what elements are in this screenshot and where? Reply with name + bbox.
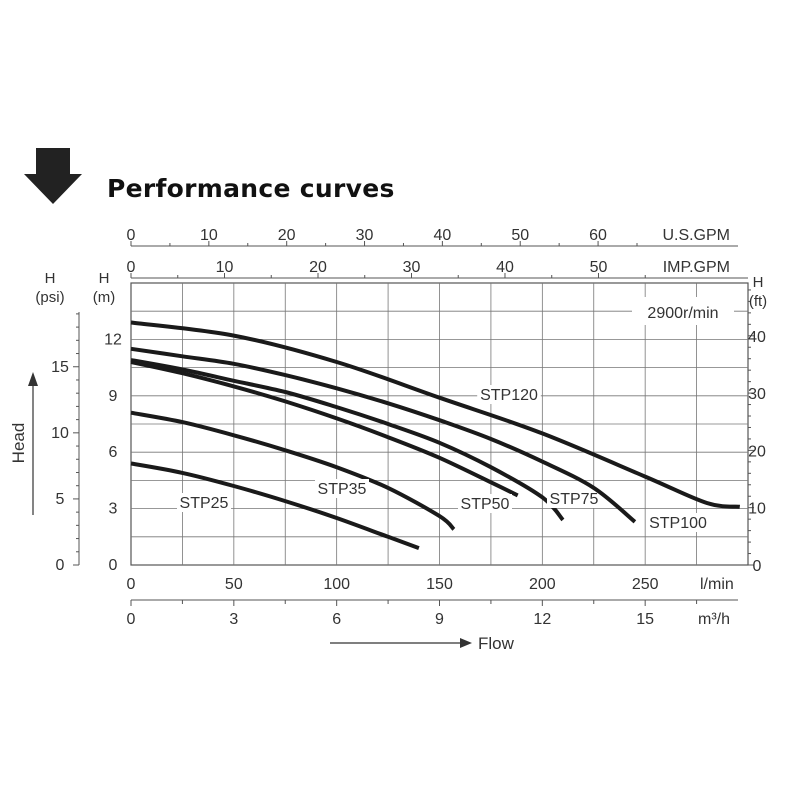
curve-label-bg-stp35	[315, 479, 369, 498]
impgpm-tick-label: 40	[496, 259, 514, 276]
m3h-tick-label: 12	[533, 611, 551, 628]
usgpm-tick-label: 0	[127, 227, 136, 244]
x-tick-label: 50	[225, 576, 243, 593]
curve-label-stp35: STP35	[318, 481, 367, 498]
impgpm-tick-label: 0	[127, 259, 136, 276]
ft-axis-title: H	[753, 274, 764, 291]
curve-label-bg-stp25	[177, 493, 231, 512]
flow-label: Flow	[478, 634, 515, 653]
usgpm-unit-label: U.S.GPM	[662, 227, 730, 244]
curve-label-bg-stp75	[547, 489, 601, 508]
m3h-tick-label: 15	[636, 611, 654, 628]
speed-note-box	[632, 297, 734, 325]
usgpm-tick-label: 60	[589, 227, 607, 244]
curve-label-stp100: STP100	[649, 515, 707, 532]
impgpm-tick-label: 30	[403, 259, 421, 276]
down-arrow-icon	[22, 148, 84, 211]
x-tick-label: 250	[632, 576, 659, 593]
curve-label-stp50: STP50	[461, 496, 510, 513]
curve-stp50	[130, 360, 519, 498]
x-tick-label: 200	[529, 576, 556, 593]
psi-axis-unit: (psi)	[35, 289, 64, 306]
y-tick-label: 12	[104, 331, 122, 348]
page-title: Performance curves	[107, 174, 395, 203]
head-arrow-icon	[28, 372, 38, 386]
m3h-unit-label: m³/h	[698, 611, 730, 628]
impgpm-tick-label: 10	[216, 259, 234, 276]
x-tick-label: 100	[323, 576, 350, 593]
curve-label-bg-stp50	[458, 494, 512, 513]
m3h-tick-label: 0	[127, 611, 136, 628]
usgpm-tick-label: 40	[433, 227, 451, 244]
psi-tick-label: 0	[56, 557, 65, 574]
impgpm-tick-label: 20	[309, 259, 327, 276]
head-label: Head	[9, 423, 28, 464]
m3h-tick-label: 3	[229, 611, 238, 628]
x-unit-label: l/min	[700, 576, 734, 593]
psi-tick-label: 5	[56, 491, 65, 508]
x-tick-label: 0	[127, 576, 136, 593]
curve-stp35	[130, 410, 456, 531]
curve-label-stp25: STP25	[180, 495, 229, 512]
curve-label-bg-stp100	[646, 513, 710, 532]
curve-label-stp120: STP120	[480, 387, 538, 404]
m3h-tick-label: 6	[332, 611, 341, 628]
impgpm-unit-label: IMP.GPM	[663, 259, 730, 276]
x-tick-label: 150	[426, 576, 453, 593]
ft-tick-label: 20	[748, 443, 766, 460]
y-tick-label: 0	[109, 557, 118, 574]
psi-axis-title: H	[45, 270, 56, 287]
y-axis-unit: (m)	[93, 289, 116, 306]
usgpm-tick-label: 30	[356, 227, 374, 244]
curve-stp100	[130, 346, 637, 524]
curve-stp25	[130, 461, 420, 550]
y-tick-label: 3	[109, 501, 118, 518]
curve-label-stp75: STP75	[550, 491, 599, 508]
curve-label-bg-stp120	[477, 385, 541, 404]
ft-tick-label: 30	[748, 386, 766, 403]
ft-tick-label: 40	[748, 329, 766, 346]
impgpm-tick-label: 50	[590, 259, 608, 276]
usgpm-tick-label: 20	[278, 227, 296, 244]
ft-tick-label: 0	[753, 558, 762, 575]
psi-tick-label: 10	[51, 425, 69, 442]
psi-tick-label: 15	[51, 359, 69, 376]
flow-arrow-icon	[460, 638, 472, 648]
usgpm-tick-label: 50	[511, 227, 529, 244]
y-tick-label: 6	[109, 444, 118, 461]
m3h-tick-label: 9	[435, 611, 444, 628]
speed-note: 2900r/min	[647, 305, 718, 322]
y-tick-label: 9	[109, 388, 118, 405]
curve-stp75	[130, 358, 565, 522]
ft-axis-unit: (ft)	[749, 293, 767, 310]
ft-tick-label: 10	[748, 501, 766, 518]
usgpm-tick-label: 10	[200, 227, 218, 244]
curve-stp120	[130, 320, 741, 509]
y-axis-title: H	[99, 270, 110, 287]
